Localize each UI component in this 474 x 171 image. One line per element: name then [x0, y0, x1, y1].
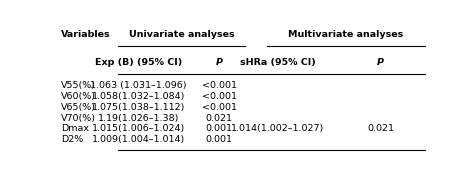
Text: V65(%): V65(%)	[61, 103, 96, 112]
Text: Univariate analyses: Univariate analyses	[128, 30, 234, 39]
Text: V60(%): V60(%)	[61, 92, 96, 101]
Text: 0.021: 0.021	[206, 114, 233, 123]
Text: 1.015(1.006–1.024): 1.015(1.006–1.024)	[91, 124, 185, 133]
Text: sHRa (95% CI): sHRa (95% CI)	[240, 58, 316, 67]
Text: 1.19(1.026–1.38): 1.19(1.026–1.38)	[98, 114, 179, 123]
Text: Exp (B) (95% CI): Exp (B) (95% CI)	[95, 58, 182, 67]
Text: V70(%): V70(%)	[61, 114, 96, 123]
Text: 0.001: 0.001	[206, 135, 233, 144]
Text: 1.014(1.002–1.027): 1.014(1.002–1.027)	[231, 124, 324, 133]
Text: Multivariate analyses: Multivariate analyses	[288, 30, 403, 39]
Text: 0.021: 0.021	[367, 124, 394, 133]
Text: <0.001: <0.001	[201, 81, 237, 90]
Text: <0.001: <0.001	[201, 103, 237, 112]
Text: 1.063 (1.031–1.096): 1.063 (1.031–1.096)	[90, 81, 186, 90]
Text: V55(%): V55(%)	[61, 81, 96, 90]
Text: P: P	[216, 58, 223, 67]
Text: P: P	[377, 58, 384, 67]
Text: <0.001: <0.001	[201, 92, 237, 101]
Text: 1.009(1.004–1.014): 1.009(1.004–1.014)	[91, 135, 185, 144]
Text: 0.001: 0.001	[206, 124, 233, 133]
Text: 1.075(1.038–1.112): 1.075(1.038–1.112)	[91, 103, 185, 112]
Text: 1.058(1.032–1.084): 1.058(1.032–1.084)	[91, 92, 185, 101]
Text: Dmax: Dmax	[61, 124, 89, 133]
Text: D2%: D2%	[61, 135, 83, 144]
Text: Variables: Variables	[61, 30, 111, 39]
